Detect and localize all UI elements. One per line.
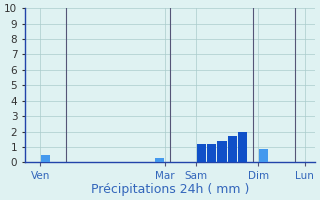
Bar <box>238 132 247 162</box>
Bar <box>207 144 216 162</box>
Bar <box>228 136 237 162</box>
Bar <box>259 149 268 162</box>
Bar <box>155 158 164 162</box>
X-axis label: Précipitations 24h ( mm ): Précipitations 24h ( mm ) <box>91 183 249 196</box>
Bar <box>217 141 227 162</box>
Bar <box>41 155 50 162</box>
Bar <box>196 144 206 162</box>
